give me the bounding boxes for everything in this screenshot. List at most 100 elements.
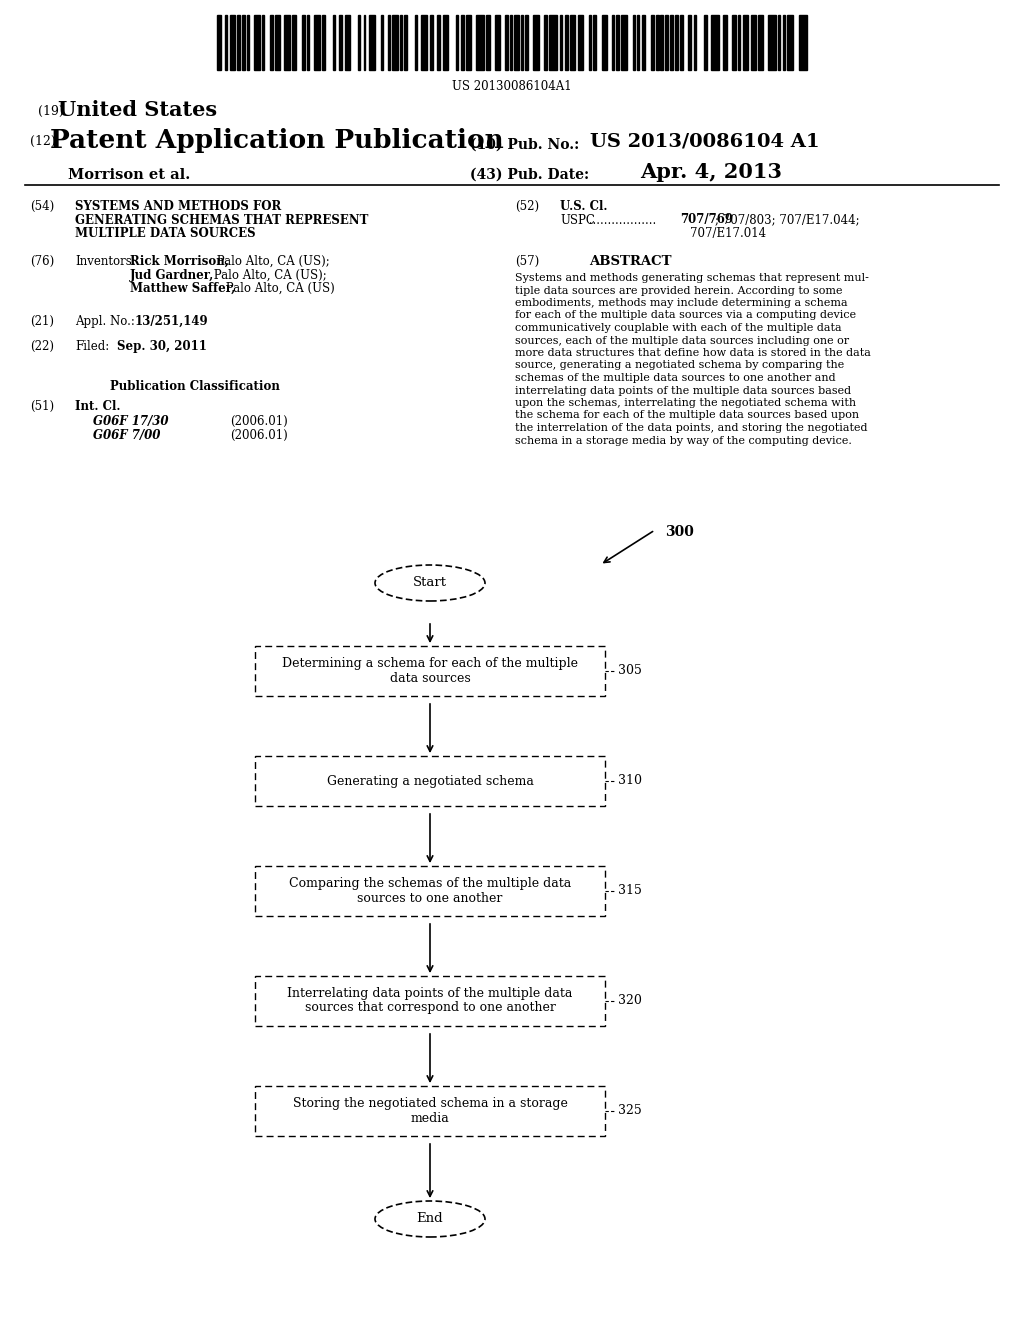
- Text: 320: 320: [618, 994, 642, 1007]
- Bar: [778, 15, 780, 70]
- Bar: [443, 15, 449, 70]
- Bar: [688, 15, 691, 70]
- Text: source, generating a negotiated schema by comparing the: source, generating a negotiated schema b…: [515, 360, 844, 371]
- Text: Appl. No.:: Appl. No.:: [75, 315, 135, 327]
- Bar: [676, 15, 679, 70]
- Bar: [544, 15, 547, 70]
- Bar: [642, 15, 644, 70]
- Bar: [758, 15, 763, 70]
- Text: communicatively couplable with each of the multiple data: communicatively couplable with each of t…: [515, 323, 842, 333]
- Bar: [382, 15, 383, 70]
- Bar: [752, 15, 756, 70]
- Bar: [254, 15, 260, 70]
- Bar: [333, 15, 335, 70]
- Text: (21): (21): [30, 315, 54, 327]
- Bar: [404, 15, 408, 70]
- Text: 300: 300: [665, 525, 694, 539]
- Text: (57): (57): [515, 255, 540, 268]
- Text: Comparing the schemas of the multiple data: Comparing the schemas of the multiple da…: [289, 878, 571, 891]
- Bar: [787, 15, 793, 70]
- Bar: [416, 15, 418, 70]
- Text: GENERATING SCHEMAS THAT REPRESENT: GENERATING SCHEMAS THAT REPRESENT: [75, 214, 369, 227]
- Bar: [723, 15, 727, 70]
- Bar: [269, 15, 272, 70]
- Text: (2006.01): (2006.01): [230, 414, 288, 428]
- Text: (12): (12): [30, 135, 55, 148]
- Text: Filed:: Filed:: [75, 341, 110, 352]
- Text: US 20130086104A1: US 20130086104A1: [453, 81, 571, 92]
- Text: Rick Morrison,: Rick Morrison,: [130, 255, 229, 268]
- Bar: [732, 15, 736, 70]
- Bar: [217, 15, 221, 70]
- Text: (19): (19): [38, 106, 63, 117]
- Bar: [510, 15, 512, 70]
- Text: upon the schemas, interrelating the negotiated schema with: upon the schemas, interrelating the nego…: [515, 399, 856, 408]
- Text: Palo Alto, CA (US);: Palo Alto, CA (US);: [210, 268, 327, 281]
- Text: SYSTEMS AND METHODS FOR: SYSTEMS AND METHODS FOR: [75, 201, 282, 213]
- Bar: [569, 15, 574, 70]
- Bar: [593, 15, 596, 70]
- Bar: [322, 15, 325, 70]
- Bar: [466, 15, 471, 70]
- Bar: [514, 15, 519, 70]
- Bar: [437, 15, 440, 70]
- Text: media: media: [411, 1111, 450, 1125]
- Bar: [292, 15, 296, 70]
- Bar: [799, 15, 807, 70]
- Text: End: End: [417, 1213, 443, 1225]
- Bar: [621, 15, 627, 70]
- Text: MULTIPLE DATA SOURCES: MULTIPLE DATA SOURCES: [75, 227, 256, 240]
- Text: (10) Pub. No.:: (10) Pub. No.:: [470, 139, 580, 152]
- Bar: [743, 15, 749, 70]
- Bar: [370, 15, 376, 70]
- Text: Publication Classification: Publication Classification: [110, 380, 280, 393]
- Bar: [671, 15, 674, 70]
- Bar: [505, 15, 508, 70]
- Text: Patent Application Publication: Patent Application Publication: [50, 128, 504, 153]
- Text: Systems and methods generating schemas that represent mul-: Systems and methods generating schemas t…: [515, 273, 869, 282]
- Text: interrelating data points of the multiple data sources based: interrelating data points of the multipl…: [515, 385, 851, 396]
- Text: Determining a schema for each of the multiple: Determining a schema for each of the mul…: [282, 657, 578, 671]
- Bar: [560, 15, 562, 70]
- Bar: [738, 15, 740, 70]
- Bar: [313, 15, 319, 70]
- Bar: [565, 15, 568, 70]
- Bar: [705, 15, 708, 70]
- Text: ; 707/803; 707/E17.044;: ; 707/803; 707/E17.044;: [715, 214, 859, 227]
- Bar: [589, 15, 591, 70]
- Bar: [611, 15, 613, 70]
- Text: US 2013/0086104 A1: US 2013/0086104 A1: [590, 132, 819, 150]
- Text: Morrison et al.: Morrison et al.: [68, 168, 190, 182]
- Bar: [768, 15, 776, 70]
- Text: Start: Start: [413, 577, 447, 590]
- Text: the schema for each of the multiple data sources based upon: the schema for each of the multiple data…: [515, 411, 859, 421]
- Bar: [421, 15, 427, 70]
- Text: 310: 310: [618, 775, 642, 788]
- Bar: [650, 15, 653, 70]
- Text: (22): (22): [30, 341, 54, 352]
- Bar: [602, 15, 606, 70]
- Bar: [339, 15, 342, 70]
- Text: tiple data sources are provided herein. According to some: tiple data sources are provided herein. …: [515, 285, 843, 296]
- Text: 707/E17.014: 707/E17.014: [690, 227, 766, 240]
- Bar: [486, 15, 490, 70]
- Bar: [712, 15, 719, 70]
- Bar: [633, 15, 635, 70]
- Text: 707/769: 707/769: [680, 214, 733, 227]
- Text: Jud Gardner,: Jud Gardner,: [130, 268, 214, 281]
- Text: for each of the multiple data sources via a computing device: for each of the multiple data sources vi…: [515, 310, 856, 321]
- Bar: [680, 15, 683, 70]
- Text: schema in a storage media by way of the computing device.: schema in a storage media by way of the …: [515, 436, 852, 446]
- Bar: [274, 15, 280, 70]
- Bar: [521, 15, 523, 70]
- Text: USPC: USPC: [560, 214, 595, 227]
- Bar: [357, 15, 359, 70]
- Text: sources, each of the multiple data sources including one or: sources, each of the multiple data sourc…: [515, 335, 849, 346]
- Text: 315: 315: [618, 884, 642, 898]
- Bar: [302, 15, 305, 70]
- Bar: [655, 15, 658, 70]
- Bar: [549, 15, 557, 70]
- Text: (43) Pub. Date:: (43) Pub. Date:: [470, 168, 589, 182]
- Bar: [284, 15, 290, 70]
- Bar: [392, 15, 398, 70]
